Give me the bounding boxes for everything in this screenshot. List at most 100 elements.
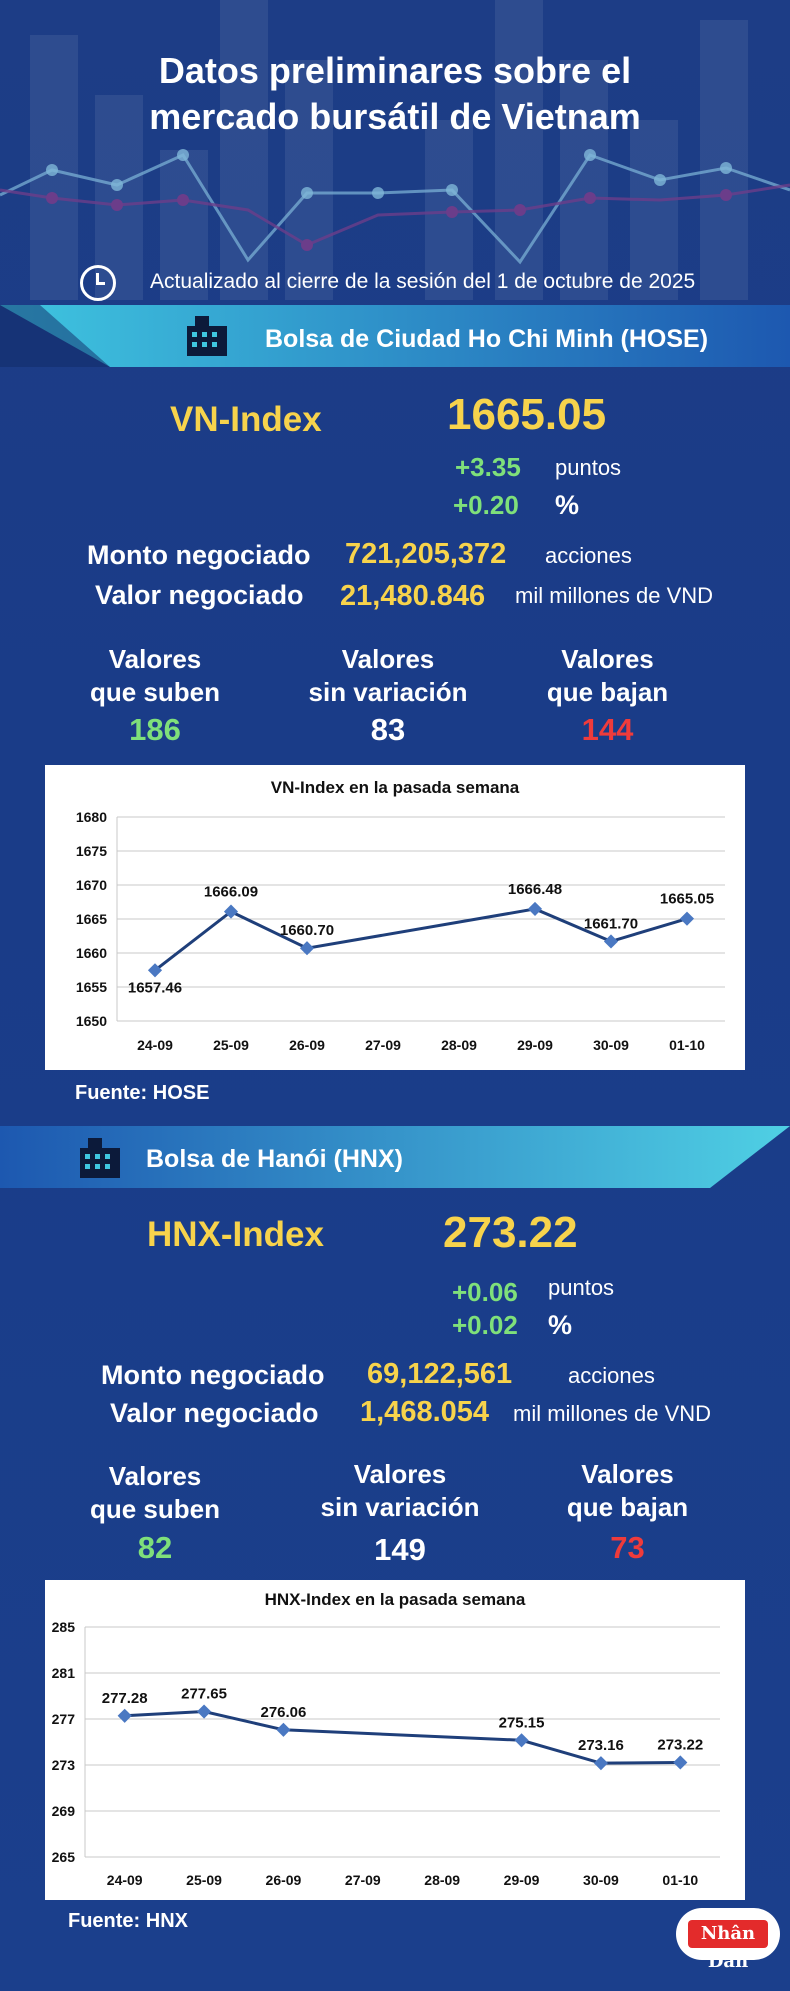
data-label: 276.06 <box>260 1704 306 1721</box>
y-tick-label: 1650 <box>76 1013 107 1029</box>
x-tick-label: 26-09 <box>289 1037 325 1053</box>
data-label: 1666.48 <box>508 881 562 898</box>
y-tick-label: 285 <box>52 1619 76 1635</box>
hnx-exchange-name: Bolsa de Hanói (HNX) <box>146 1145 403 1173</box>
hnx-change-points: +0.06 <box>452 1277 518 1307</box>
data-point <box>276 1722 291 1737</box>
x-tick-label: 24-09 <box>107 1872 143 1888</box>
x-tick-label: 26-09 <box>266 1872 302 1888</box>
vn-change-points-unit: puntos <box>555 455 622 480</box>
hnx-up-label: Valores que suben <box>60 1460 250 1526</box>
data-label: 277.28 <box>102 1690 148 1707</box>
hnx-same-label-1: Valores <box>353 1459 447 1489</box>
data-point <box>593 1756 609 1771</box>
series-line <box>154 907 688 972</box>
title-line-2: mercado bursátil de Vietnam <box>149 96 641 137</box>
hnx-down-label-1: Valores <box>581 1459 674 1489</box>
nhan-dan-logo: Nhân Dân <box>676 1908 780 1972</box>
vn-index-value: 1665.05 <box>447 390 607 439</box>
vn-index-chart: VN-Index en la pasada semana 1650 1655 1660… <box>45 765 745 1070</box>
y-tick-label: 1655 <box>76 979 107 995</box>
data-point <box>514 1733 529 1748</box>
data-label: 273.16 <box>578 1737 624 1754</box>
x-tick-label: 24-09 <box>137 1037 173 1053</box>
vn-down-label-2: que bajan <box>546 677 669 707</box>
data-label: 275.15 <box>499 1714 545 1731</box>
hnx-source: Fuente: HNX <box>68 1910 188 1932</box>
data-point <box>679 911 695 926</box>
y-tick-label: 273 <box>52 1757 76 1773</box>
hnx-same-count: 149 <box>374 1532 426 1567</box>
data-label: 277.65 <box>181 1686 227 1703</box>
hnx-down-count: 73 <box>610 1530 645 1565</box>
y-tick-label: 1675 <box>76 843 107 859</box>
x-tick-label: 01-10 <box>662 1872 698 1888</box>
vn-change-pct-unit: % <box>555 490 580 520</box>
data-label: 1660.70 <box>280 922 334 939</box>
hnx-change-points-unit: puntos <box>548 1275 615 1300</box>
hnx-value-label: Valor negociado <box>110 1398 319 1428</box>
vn-same-label: Valores sin variación <box>283 643 493 709</box>
x-tick-label: 29-09 <box>504 1872 540 1888</box>
data-point <box>603 934 619 949</box>
building-icon <box>187 316 227 356</box>
hnx-index-chart: HNX-Index en la pasada semana 265 269 273 27… <box>45 1580 745 1900</box>
hnx-up-count: 82 <box>137 1530 173 1565</box>
vn-source: Fuente: HOSE <box>75 1082 210 1104</box>
x-tick-label: 29-09 <box>517 1037 553 1053</box>
title-line-1: Datos preliminares sobre el <box>158 50 632 91</box>
x-tick-label: 01-10 <box>669 1037 705 1053</box>
vn-index-chart-svg: VN-Index en la pasada semana 1650 1655 1660… <box>76 778 725 1053</box>
clock-icon <box>80 265 116 301</box>
hnx-value-unit: mil millones de VND <box>513 1401 712 1426</box>
hnx-index-value: 273.22 <box>443 1208 578 1257</box>
data-point <box>223 904 239 919</box>
vn-up-label-2: que suben <box>89 677 220 707</box>
hnx-change-pct-unit: % <box>548 1310 573 1340</box>
y-tick-label: 269 <box>52 1803 76 1819</box>
hnx-banner <box>0 1126 790 1188</box>
vn-same-label-1: Valores <box>341 644 435 674</box>
y-tick-label: 277 <box>52 1711 76 1727</box>
y-tick-label: 1680 <box>76 809 107 825</box>
data-label: 273.22 <box>657 1736 703 1753</box>
x-tick-label: 25-09 <box>213 1037 249 1053</box>
hnx-same-label: Valores sin variación <box>295 1458 505 1524</box>
vn-change-points: +3.35 <box>455 452 521 482</box>
data-point <box>299 941 315 956</box>
data-label: 1661.70 <box>584 915 638 932</box>
y-tick-label: 281 <box>52 1665 76 1681</box>
vn-down-count: 144 <box>581 712 634 747</box>
vn-up-label: Valores que suben <box>60 643 250 709</box>
data-label: 1665.05 <box>660 891 714 908</box>
page-title: Datos preliminares sobre el mercado burs… <box>0 48 790 140</box>
hnx-down-label-2: que bajan <box>566 1492 689 1522</box>
hnx-index-chart-svg: HNX-Index en la pasada semana 265 269 273 27… <box>52 1590 720 1888</box>
hnx-volume: 69,122,561 <box>367 1358 513 1390</box>
vn-index-name: VN-Index <box>170 400 322 439</box>
y-tick-label: 1660 <box>76 945 107 961</box>
vn-down-label-1: Valores <box>561 644 654 674</box>
vn-same-count: 83 <box>370 712 406 747</box>
data-point <box>673 1755 688 1770</box>
vn-change-pct: +0.20 <box>453 490 519 520</box>
vn-same-label-2: sin variación <box>308 677 468 707</box>
x-tick-label: 27-09 <box>365 1037 401 1053</box>
vn-up-label-1: Valores <box>108 644 202 674</box>
chart-title: HNX-Index en la pasada semana <box>265 1590 526 1609</box>
vn-volume-unit: acciones <box>545 543 632 568</box>
y-tick-label: 1665 <box>76 911 107 927</box>
y-tick-label: 265 <box>52 1849 76 1865</box>
building-icon <box>80 1138 120 1178</box>
data-point <box>117 1708 132 1723</box>
x-tick-label: 27-09 <box>345 1872 381 1888</box>
vn-value-label: Valor negociado <box>95 580 304 610</box>
y-tick-label: 1670 <box>76 877 107 893</box>
hnx-down-label: Valores que bajan <box>530 1458 725 1524</box>
hose-exchange-name: Bolsa de Ciudad Ho Chi Minh (HOSE) <box>265 325 709 353</box>
hnx-same-label-2: sin variación <box>320 1492 480 1522</box>
data-point <box>196 1704 212 1719</box>
x-tick-label: 28-09 <box>441 1037 477 1053</box>
data-label: 1657.46 <box>128 979 182 996</box>
hnx-volume-label: Monto negociado <box>101 1360 325 1390</box>
